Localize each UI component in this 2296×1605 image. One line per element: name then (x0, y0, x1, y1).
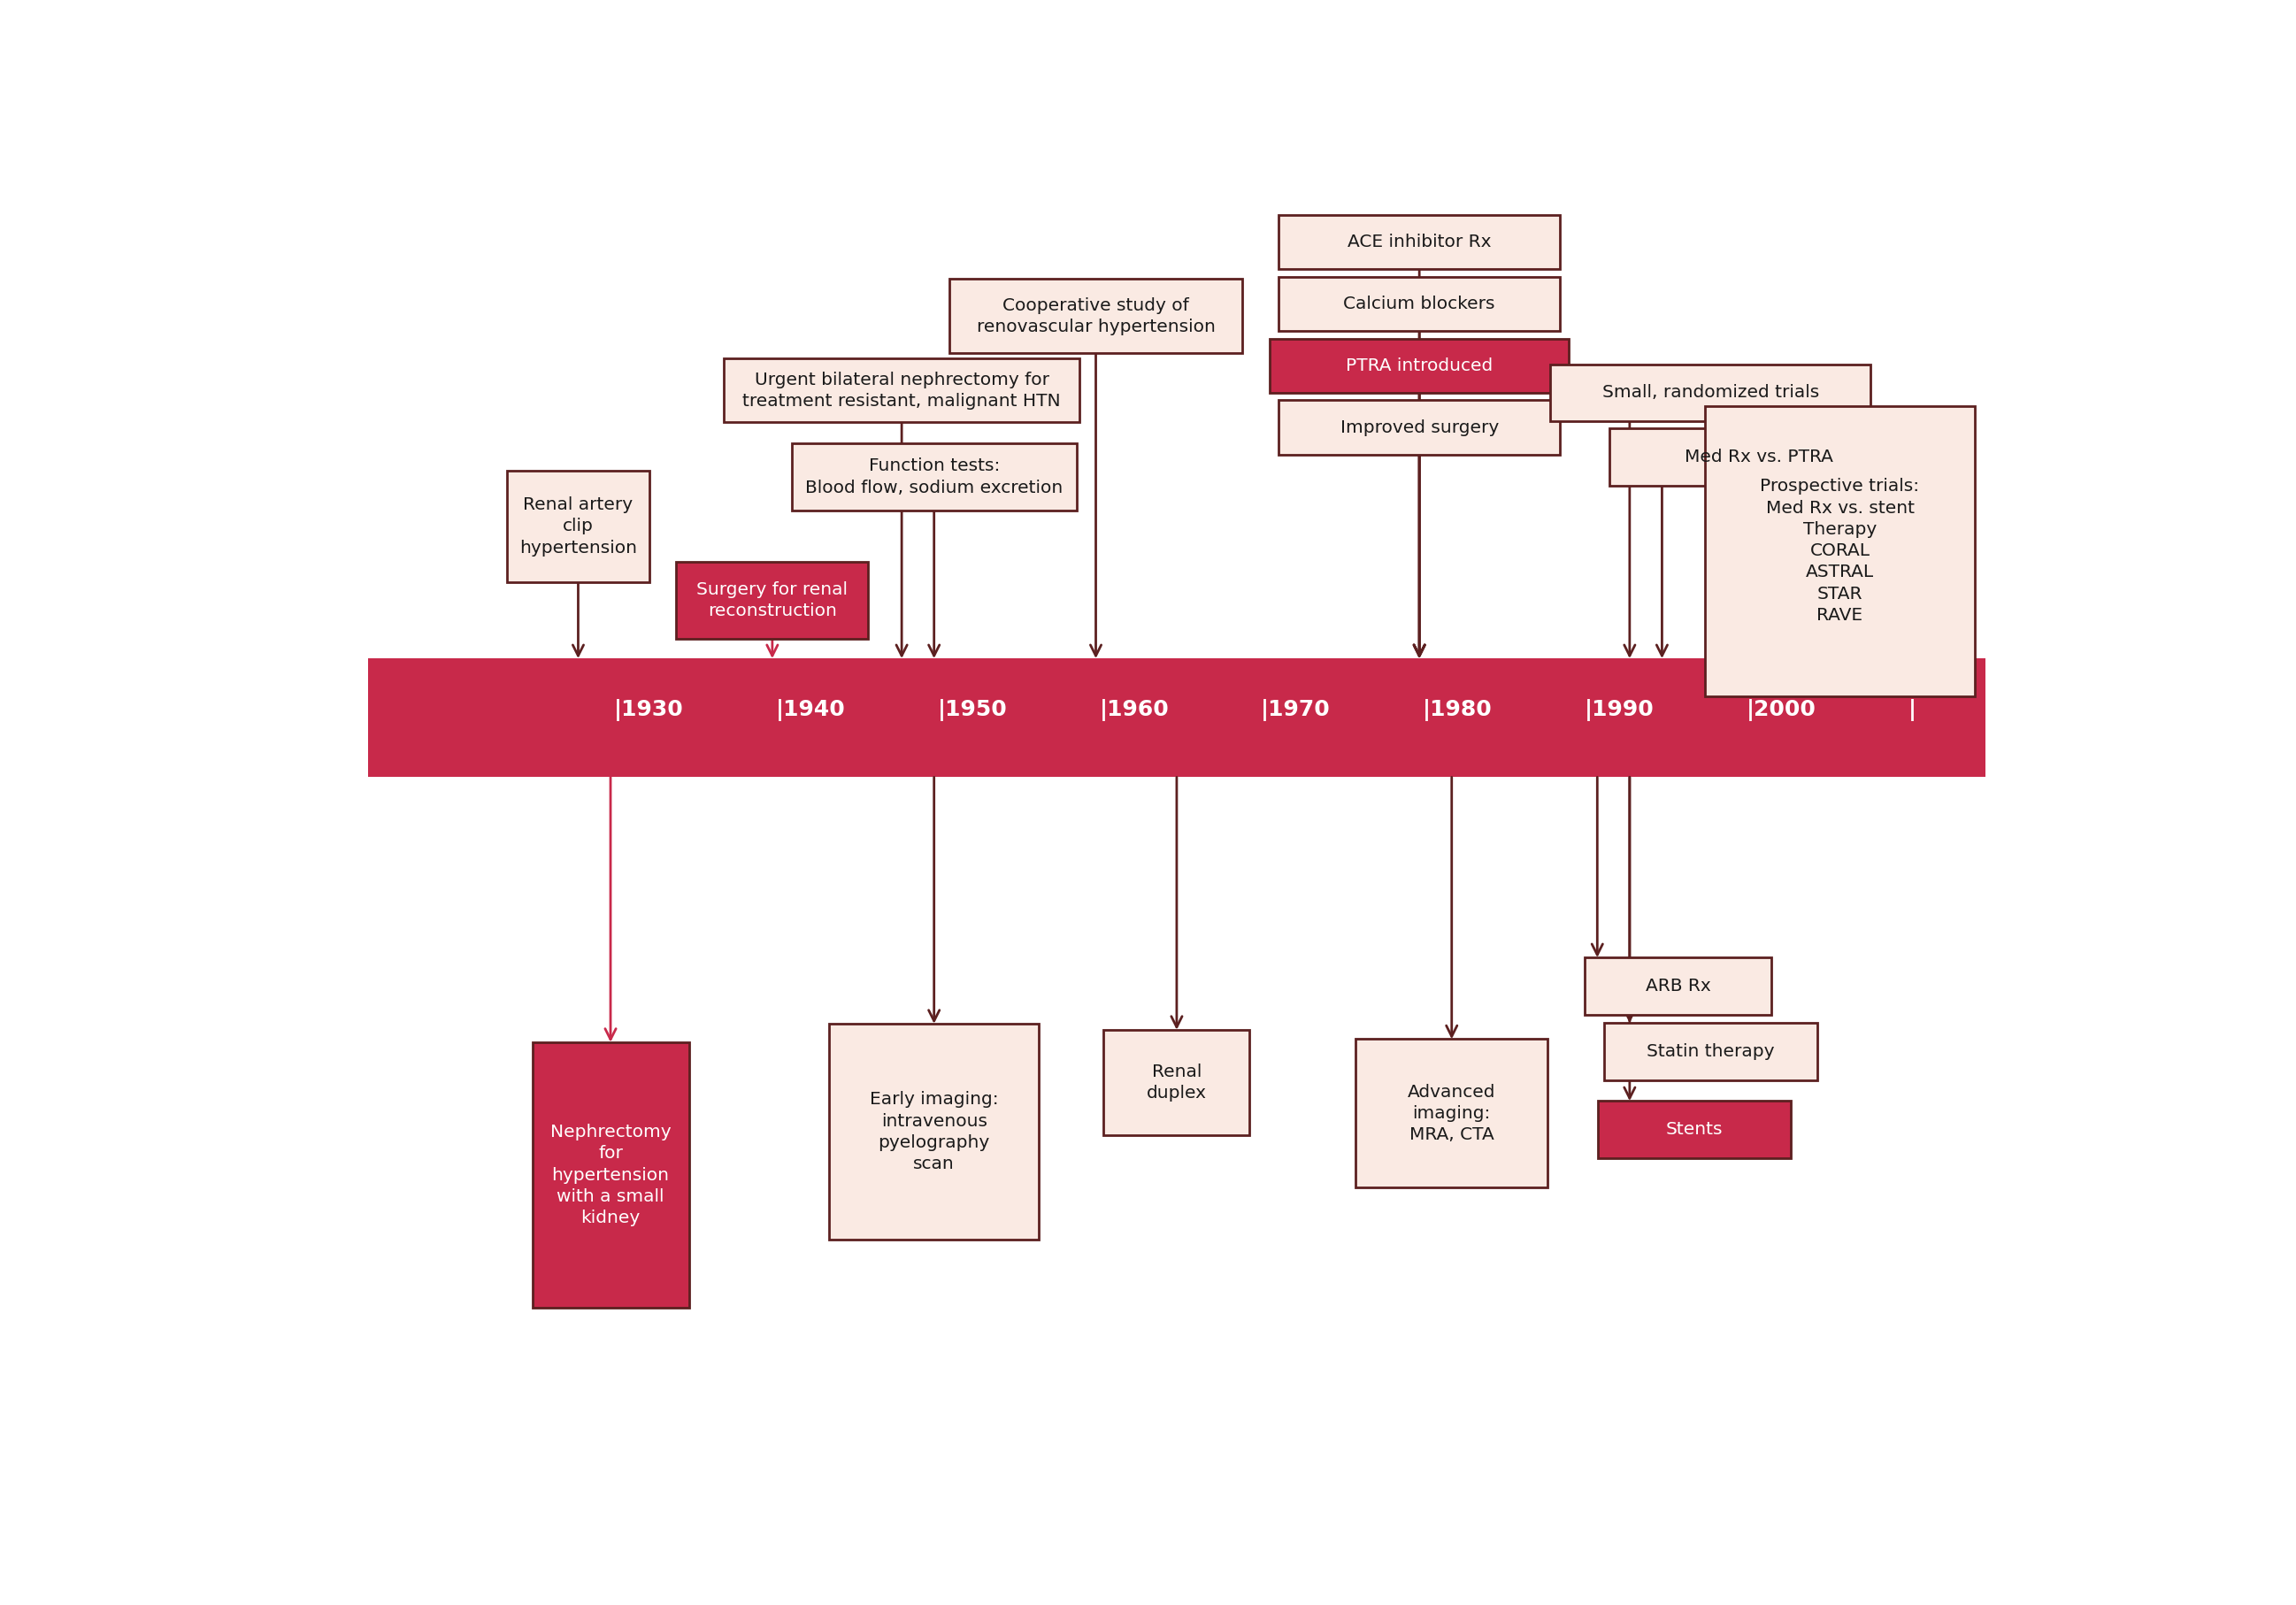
Text: |1970: |1970 (1261, 700, 1332, 722)
Text: Statin therapy: Statin therapy (1646, 1043, 1775, 1059)
Text: Improved surgery: Improved surgery (1341, 419, 1499, 437)
Text: Med Rx vs. PTRA: Med Rx vs. PTRA (1685, 449, 1832, 465)
Text: |1950: |1950 (937, 700, 1008, 722)
Text: Advanced
imaging:
MRA, CTA: Advanced imaging: MRA, CTA (1407, 1083, 1495, 1143)
Bar (1603, 1022, 1818, 1080)
Bar (723, 358, 1079, 422)
Text: Small, randomized trials: Small, randomized trials (1603, 385, 1818, 401)
Bar (1279, 400, 1559, 454)
Bar (1355, 1038, 1548, 1188)
Bar (1279, 215, 1559, 270)
Bar (792, 443, 1077, 510)
Text: |1940: |1940 (776, 700, 845, 722)
Text: Surgery for renal
reconstruction: Surgery for renal reconstruction (696, 581, 847, 620)
Bar (1279, 276, 1559, 331)
Text: Stents: Stents (1667, 1120, 1722, 1138)
Text: |1980: |1980 (1424, 700, 1492, 722)
Text: Prospective trials:
Med Rx vs. stent
Therapy
CORAL
ASTRAL
STAR
RAVE: Prospective trials: Med Rx vs. stent The… (1761, 478, 1919, 624)
Text: |1990: |1990 (1584, 700, 1655, 722)
Text: ACE inhibitor Rx: ACE inhibitor Rx (1348, 234, 1490, 250)
Bar (1609, 429, 1908, 485)
Text: Calcium blockers: Calcium blockers (1343, 295, 1495, 313)
Text: Renal artery
clip
hypertension: Renal artery clip hypertension (519, 496, 636, 557)
Bar (507, 470, 650, 583)
Text: |2000: |2000 (1747, 700, 1816, 722)
Bar (948, 279, 1242, 353)
Bar (1704, 406, 1975, 697)
Text: Nephrectomy
for
hypertension
with a small
kidney: Nephrectomy for hypertension with a smal… (551, 1124, 670, 1226)
Bar (367, 658, 1986, 777)
Bar (1270, 339, 1568, 393)
Text: |: | (1908, 700, 1917, 722)
Text: Early imaging:
intravenous
pyelography
scan: Early imaging: intravenous pyelography s… (870, 1091, 999, 1172)
Bar (533, 1042, 689, 1308)
Text: ARB Rx: ARB Rx (1646, 977, 1711, 995)
Bar (1550, 364, 1871, 421)
Bar (1584, 958, 1773, 1014)
Bar (829, 1024, 1040, 1241)
Text: PTRA introduced: PTRA introduced (1345, 358, 1492, 374)
Bar (1598, 1101, 1791, 1157)
Text: Urgent bilateral nephrectomy for
treatment resistant, malignant HTN: Urgent bilateral nephrectomy for treatme… (742, 371, 1061, 409)
Text: Renal
duplex: Renal duplex (1146, 1063, 1208, 1101)
Text: |1960: |1960 (1100, 700, 1169, 722)
Text: |1930: |1930 (613, 700, 684, 722)
Text: Cooperative study of
renovascular hypertension: Cooperative study of renovascular hypert… (976, 297, 1215, 335)
Bar (677, 562, 868, 639)
Bar (1104, 1030, 1249, 1135)
Text: Function tests:
Blood flow, sodium excretion: Function tests: Blood flow, sodium excre… (806, 457, 1063, 496)
